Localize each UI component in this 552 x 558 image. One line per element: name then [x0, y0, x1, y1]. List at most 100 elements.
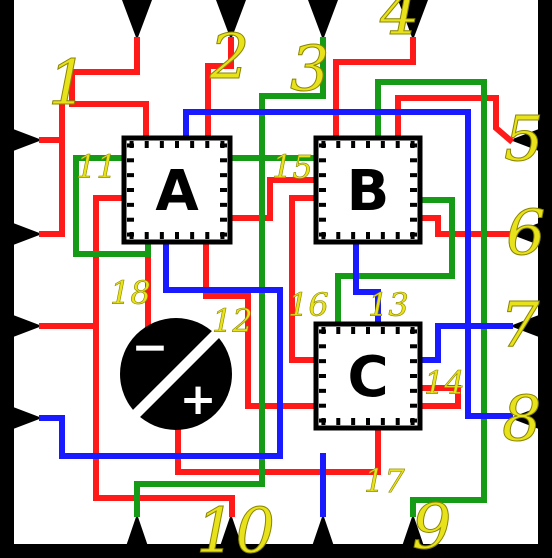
wire-blue-4[interactable]: [415, 323, 513, 363]
terminal-top-4[interactable]: [398, 0, 428, 40]
chip-pin-notch: [220, 141, 225, 148]
chip-pin-notch: [127, 143, 134, 148]
chip-pin-notch: [319, 344, 326, 349]
terminal-right-2[interactable]: [510, 218, 552, 250]
chip-pin-notch: [175, 232, 179, 239]
chip-pin-notch: [144, 232, 149, 239]
wire-red-14[interactable]: [415, 385, 461, 409]
terminal-bottom-1[interactable]: [122, 514, 152, 558]
chip-pin-notch: [366, 232, 370, 239]
chip-pin-notch: [319, 403, 326, 408]
wire-green-5[interactable]: [335, 197, 455, 329]
blue-wires: [39, 109, 513, 517]
terminal-left-4[interactable]: [0, 402, 42, 434]
chip-pin-notch: [410, 374, 417, 378]
node-label-18: 18: [110, 274, 151, 312]
chip-pin-notch: [410, 173, 417, 178]
terminal-bottom-3[interactable]: [308, 514, 338, 558]
terminal-left-2[interactable]: [0, 218, 42, 250]
chip-pin-notch: [395, 418, 400, 425]
chip-pin-notch: [410, 344, 417, 349]
chip-b-body: [313, 135, 423, 245]
terminal-top-3[interactable]: [308, 0, 338, 40]
chip-pin-notch: [127, 173, 134, 178]
wire-blue-1[interactable]: [183, 109, 513, 419]
chip-b-label: B: [347, 159, 390, 224]
wire-green-4[interactable]: [375, 79, 487, 517]
terminal-left-1[interactable]: [0, 124, 42, 156]
wire-green-1[interactable]: [73, 155, 151, 257]
terminal-left-3[interactable]: [0, 310, 42, 342]
chip-pin-notch: [351, 327, 356, 334]
wire-red-12[interactable]: [415, 215, 513, 237]
chip-pin-notch: [127, 202, 134, 207]
chip-pin-notch: [380, 418, 385, 425]
node-label-12: 12: [212, 302, 253, 340]
chip-pin-notch: [380, 327, 385, 334]
chip-pin-notch: [319, 329, 326, 334]
terminal-top-1[interactable]: [122, 0, 152, 40]
chip-pin-notch: [380, 232, 385, 239]
chip-pin-notch: [351, 418, 356, 425]
wire-red-3[interactable]: [39, 137, 65, 237]
chip-pin-notch: [410, 217, 417, 222]
wire-red-13[interactable]: [289, 195, 321, 363]
chip-c[interactable]: C: [313, 321, 423, 431]
chip-pin-notch: [190, 141, 195, 148]
chip-pin-notch: [351, 141, 356, 148]
chip-b[interactable]: B: [313, 135, 423, 245]
wire-red-1[interactable]: [69, 37, 149, 143]
chip-pin-notch: [319, 388, 326, 393]
chip-pin-notch: [410, 327, 415, 334]
wire-red-4[interactable]: [205, 37, 234, 143]
chip-a[interactable]: A: [121, 135, 233, 245]
chip-pin-notch: [127, 232, 134, 237]
chip-pin-notch: [336, 141, 341, 148]
wire-blue-2[interactable]: [39, 237, 283, 459]
red-wires: [39, 37, 515, 517]
chip-pin-notch: [144, 141, 149, 148]
chip-c-label: C: [347, 345, 388, 410]
chip-pin-notch: [319, 217, 326, 222]
chip-pin-notch: [220, 188, 227, 192]
wire-red-9[interactable]: [227, 177, 321, 221]
chip-pin-notch: [395, 232, 400, 239]
pin-label-2: 2: [209, 20, 249, 93]
chip-pin-notch: [336, 232, 341, 239]
chip-pin-notch: [336, 327, 341, 334]
chip-b-pins: [319, 141, 417, 239]
chip-pin-notch: [410, 202, 417, 207]
wire-red-10[interactable]: [333, 37, 416, 143]
chip-pin-notch: [159, 141, 164, 148]
chip-pin-notch: [336, 418, 341, 425]
wire-red-5[interactable]: [203, 237, 321, 409]
chip-pin-notch: [319, 232, 326, 237]
terminal-top-2[interactable]: [216, 0, 246, 40]
node-label-13: 13: [368, 286, 409, 324]
chip-pin-notch: [220, 173, 227, 178]
pin-label-4: 4: [379, 0, 419, 49]
pin-label-3: 3: [290, 32, 329, 105]
battery-polarity-icon[interactable]: − +: [120, 318, 232, 430]
terminal-right-1[interactable]: [510, 124, 552, 156]
wire-blue-3[interactable]: [353, 237, 381, 329]
terminal-right-3[interactable]: [510, 310, 552, 342]
terminal-bottom-4[interactable]: [398, 514, 428, 558]
chip-pin-notch: [127, 217, 134, 222]
battery-minus-sign: −: [132, 322, 169, 373]
chip-pin-notch: [319, 158, 326, 163]
node-label-16: 16: [288, 286, 329, 324]
chip-pin-notch: [319, 418, 326, 423]
pin-label-9: 9: [412, 490, 451, 558]
terminal-right-4[interactable]: [510, 402, 552, 434]
chip-a-pins: [127, 141, 227, 239]
battery-plus-sign: +: [180, 374, 217, 425]
wire-red-15[interactable]: [175, 423, 381, 475]
chip-pin-notch: [220, 217, 227, 222]
terminal-bottom-2[interactable]: [216, 514, 246, 558]
pin-label-1: 1: [48, 46, 87, 119]
wire-red-6[interactable]: [93, 195, 235, 517]
chip-pin-notch: [366, 418, 370, 425]
chip-pin-notch: [220, 202, 227, 207]
